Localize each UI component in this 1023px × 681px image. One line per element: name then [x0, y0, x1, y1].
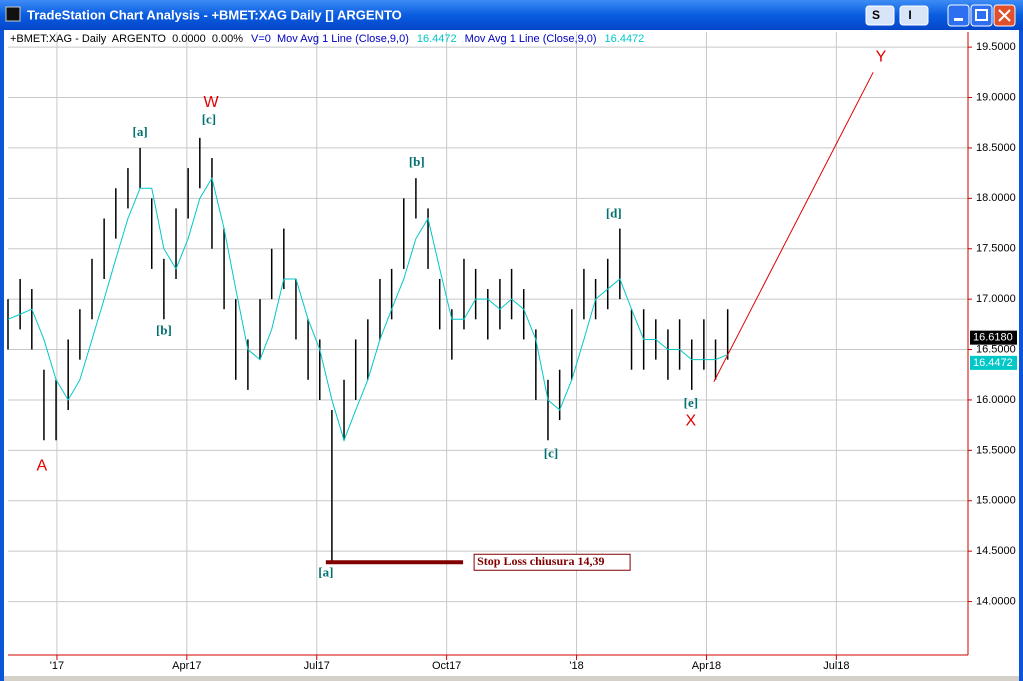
wave-label: [c] [202, 112, 216, 127]
x-tick-label: '18 [569, 660, 583, 672]
app-icon [5, 6, 21, 22]
last-price-box [970, 330, 1017, 345]
wave-label: [a] [132, 124, 147, 139]
last-price-label: 16.6180 [973, 332, 1013, 344]
i-button-label: I [908, 8, 911, 22]
maximize-icon [975, 9, 988, 21]
ma-last-label: 16.4472 [973, 357, 1013, 369]
status-strip [4, 676, 1019, 681]
s-button[interactable] [865, 5, 895, 26]
header-text: Mov Avg 1 Line (Close,9,0) [465, 33, 597, 45]
ma-last-box [970, 355, 1017, 370]
wave-label: [a] [318, 564, 333, 579]
x-tick-label: Jul17 [304, 660, 330, 672]
y-tick-label: 18.0000 [976, 192, 1016, 204]
moving-average [7, 176, 728, 442]
y-tick-label: 17.0000 [976, 293, 1016, 305]
close-icon [998, 9, 1011, 22]
minimize-icon [954, 18, 963, 21]
i-button[interactable] [899, 5, 929, 26]
window-title: TradeStation Chart Analysis - +BMET:XAG … [27, 7, 402, 22]
s-button-label: S [872, 8, 880, 22]
header-text: +BMET:XAG - Daily ARGENTO 0.0000 0.00% [10, 33, 243, 45]
y-tick-label: 17.5000 [976, 243, 1016, 255]
y-tick-label: 14.0000 [976, 595, 1016, 607]
minimize-button[interactable] [947, 4, 970, 27]
y-tick-label: 16.5000 [976, 343, 1016, 355]
x-tick-label: Jul18 [823, 660, 849, 672]
wave-label: [d] [606, 205, 622, 220]
wave-label: [b] [409, 154, 425, 169]
stop-loss-label: Stop Loss chiusura 14,39 [477, 554, 604, 568]
wave-label: Y [876, 48, 887, 65]
stop-loss-box [473, 553, 631, 571]
maximize-button[interactable] [970, 4, 993, 27]
wave-label: [e] [684, 395, 698, 410]
x-tick-label: Apr18 [692, 660, 721, 672]
y-tick-label: 16.0000 [976, 394, 1016, 406]
wave-label: X [686, 412, 697, 429]
y-tick-label: 19.5000 [976, 41, 1016, 53]
x-tick-label: Oct17 [432, 660, 461, 672]
title-bar [0, 0, 1023, 30]
x-tick-label: '17 [50, 660, 64, 672]
x-tick-label: Apr17 [172, 660, 201, 672]
y-tick-label: 15.0000 [976, 495, 1016, 507]
wave-label: W [204, 94, 220, 111]
y-tick-label: 14.5000 [976, 545, 1016, 557]
wave-label: [b] [156, 322, 172, 337]
header-text: 16.4472 [417, 33, 457, 45]
chart-background [4, 30, 1019, 677]
header-text: V=0 Mov Avg 1 Line (Close,9,0) [251, 33, 409, 45]
wave-label: [c] [544, 445, 558, 460]
projection-line [713, 72, 874, 383]
y-tick-label: 19.0000 [976, 91, 1016, 103]
header-text: 16.4472 [605, 33, 645, 45]
y-tick-label: 15.5000 [976, 444, 1016, 456]
wave-label: A [36, 458, 47, 475]
y-tick-label: 18.5000 [976, 142, 1016, 154]
